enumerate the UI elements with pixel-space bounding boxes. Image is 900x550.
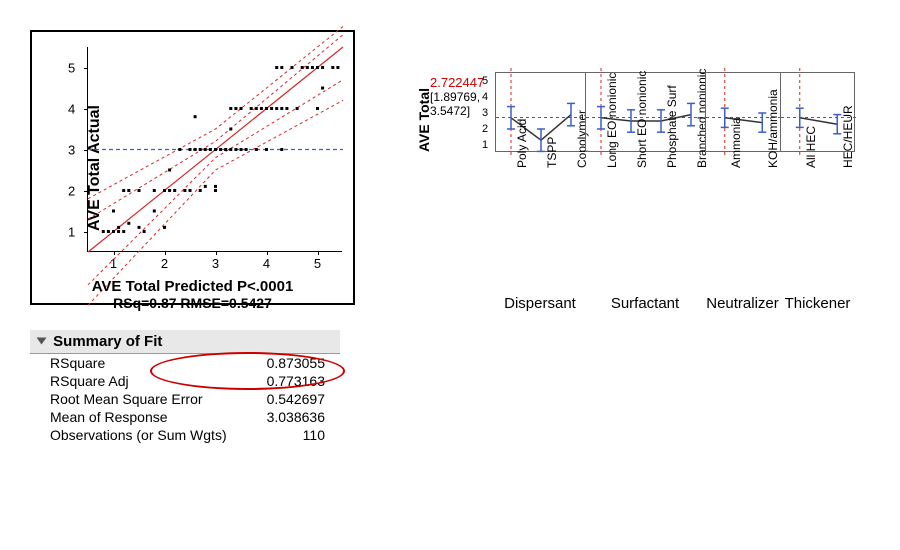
factor-label: Thickener [780, 295, 855, 312]
scatter-plot: AVE Total Actual 1234512345 AVE Total Pr… [37, 37, 348, 298]
profiler-ci-text: [1.89769, 3.5472] [430, 90, 480, 118]
summary-row: RSquare Adj0.773163 [30, 372, 340, 390]
right-panel: AVE Total 2.722447 [1.89769, 3.5472] 123… [400, 70, 880, 350]
profiler-panel[interactable]: All HECHEC/HEUR [780, 72, 855, 152]
x-axis-label: AVE Total Predicted P<.0001 [92, 278, 294, 295]
level-label: KOH/ammonia [766, 89, 780, 168]
disclosure-icon [37, 338, 47, 345]
x-sub-label: RSq=0.87 RMSE=0.5427 [113, 295, 272, 311]
profiler-panel[interactable]: Long EO nonionicShort EO nonionicPhospha… [585, 72, 705, 152]
summary-row: Mean of Response3.038636 [30, 408, 340, 426]
scatter-plot-container: AVE Total Actual 1234512345 AVE Total Pr… [30, 30, 355, 305]
profiler-panels: 12345Poly AcidTSPPCopolymerLong EO nonio… [495, 72, 855, 152]
profiler-ci: [1.89769, 3.5472] [430, 90, 480, 118]
summary-title: Summary of Fit [53, 333, 162, 350]
profiler-panel[interactable]: 12345Poly AcidTSPPCopolymer [495, 72, 585, 152]
level-label: Poly Acid [515, 119, 529, 168]
summary-row: Observations (or Sum Wgts)110 [30, 426, 340, 444]
level-label: All HEC [804, 126, 818, 168]
left-panel: AVE Total Actual 1234512345 AVE Total Pr… [30, 30, 355, 444]
summary-row: Root Mean Square Error0.542697 [30, 390, 340, 408]
profiler-panel[interactable]: AmmoniaKOH/ammonia [705, 72, 780, 152]
summary-header[interactable]: Summary of Fit [30, 330, 340, 354]
factor-label: Dispersant [495, 295, 585, 312]
profiler: AVE Total 2.722447 [1.89769, 3.5472] 123… [400, 70, 880, 350]
level-label: Long EO nonionic [605, 73, 619, 168]
level-label: HEC/HEUR [841, 105, 855, 168]
plot-area: 1234512345 [87, 47, 342, 252]
summary-rows: RSquare0.873055RSquare Adj0.773163Root M… [30, 354, 340, 444]
profiler-value: 2.722447 [430, 75, 484, 90]
level-label: TSPP [545, 137, 559, 168]
factor-label: Surfactant [585, 295, 705, 312]
factor-label: Neutralizer [705, 295, 780, 312]
summary-of-fit: Summary of Fit RSquare0.873055RSquare Ad… [30, 330, 340, 444]
level-label: Phosphate Surf [665, 85, 679, 168]
summary-row: RSquare0.873055 [30, 354, 340, 372]
level-label: Short EO nonionic [635, 71, 649, 168]
level-label: Ammonia [729, 117, 743, 168]
